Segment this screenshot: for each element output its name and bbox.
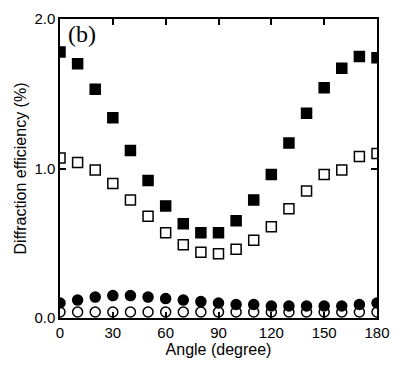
svg-text:Angle (degree): Angle (degree) <box>166 341 272 358</box>
svg-text:0.0: 0.0 <box>34 309 55 326</box>
svg-text:120: 120 <box>259 324 284 341</box>
svg-text:150: 150 <box>312 324 337 341</box>
svg-text:(b): (b) <box>68 21 96 47</box>
svg-text:2.0: 2.0 <box>34 10 55 27</box>
svg-text:60: 60 <box>157 324 174 341</box>
svg-text:1.0: 1.0 <box>34 160 55 177</box>
svg-text:Diffraction efficiency (%): Diffraction efficiency (%) <box>12 83 29 255</box>
svg-text:180: 180 <box>364 324 389 341</box>
svg-text:30: 30 <box>104 324 121 341</box>
svg-text:90: 90 <box>210 324 227 341</box>
svg-text:0: 0 <box>56 324 64 341</box>
